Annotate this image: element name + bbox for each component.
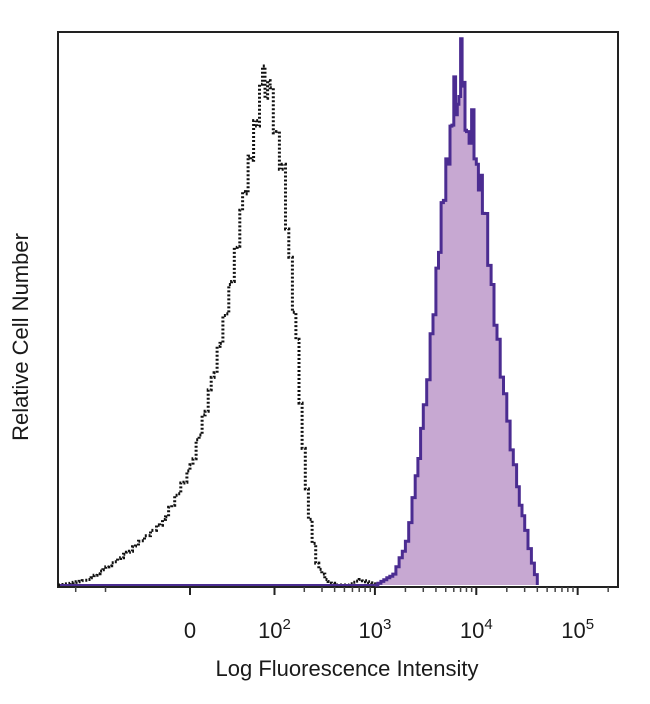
histogram-outline-stained bbox=[374, 37, 539, 587]
x-tick-label: 105 bbox=[561, 616, 594, 643]
histogram-fill-stained bbox=[374, 38, 538, 585]
x-axis-ticks: 0 102 103 104 105 bbox=[74, 587, 609, 643]
x-tick-label: 102 bbox=[258, 616, 291, 643]
y-axis-title: Relative Cell Number bbox=[8, 233, 33, 441]
x-tick-label: 103 bbox=[359, 616, 392, 643]
x-axis-title: Log Fluorescence Intensity bbox=[216, 656, 479, 681]
x-tick-label: 0 bbox=[184, 618, 196, 643]
histogram-outline-control bbox=[58, 64, 377, 587]
x-tick-label: 104 bbox=[460, 616, 493, 643]
data-marks bbox=[58, 37, 539, 587]
plot-frame bbox=[57, 31, 619, 588]
